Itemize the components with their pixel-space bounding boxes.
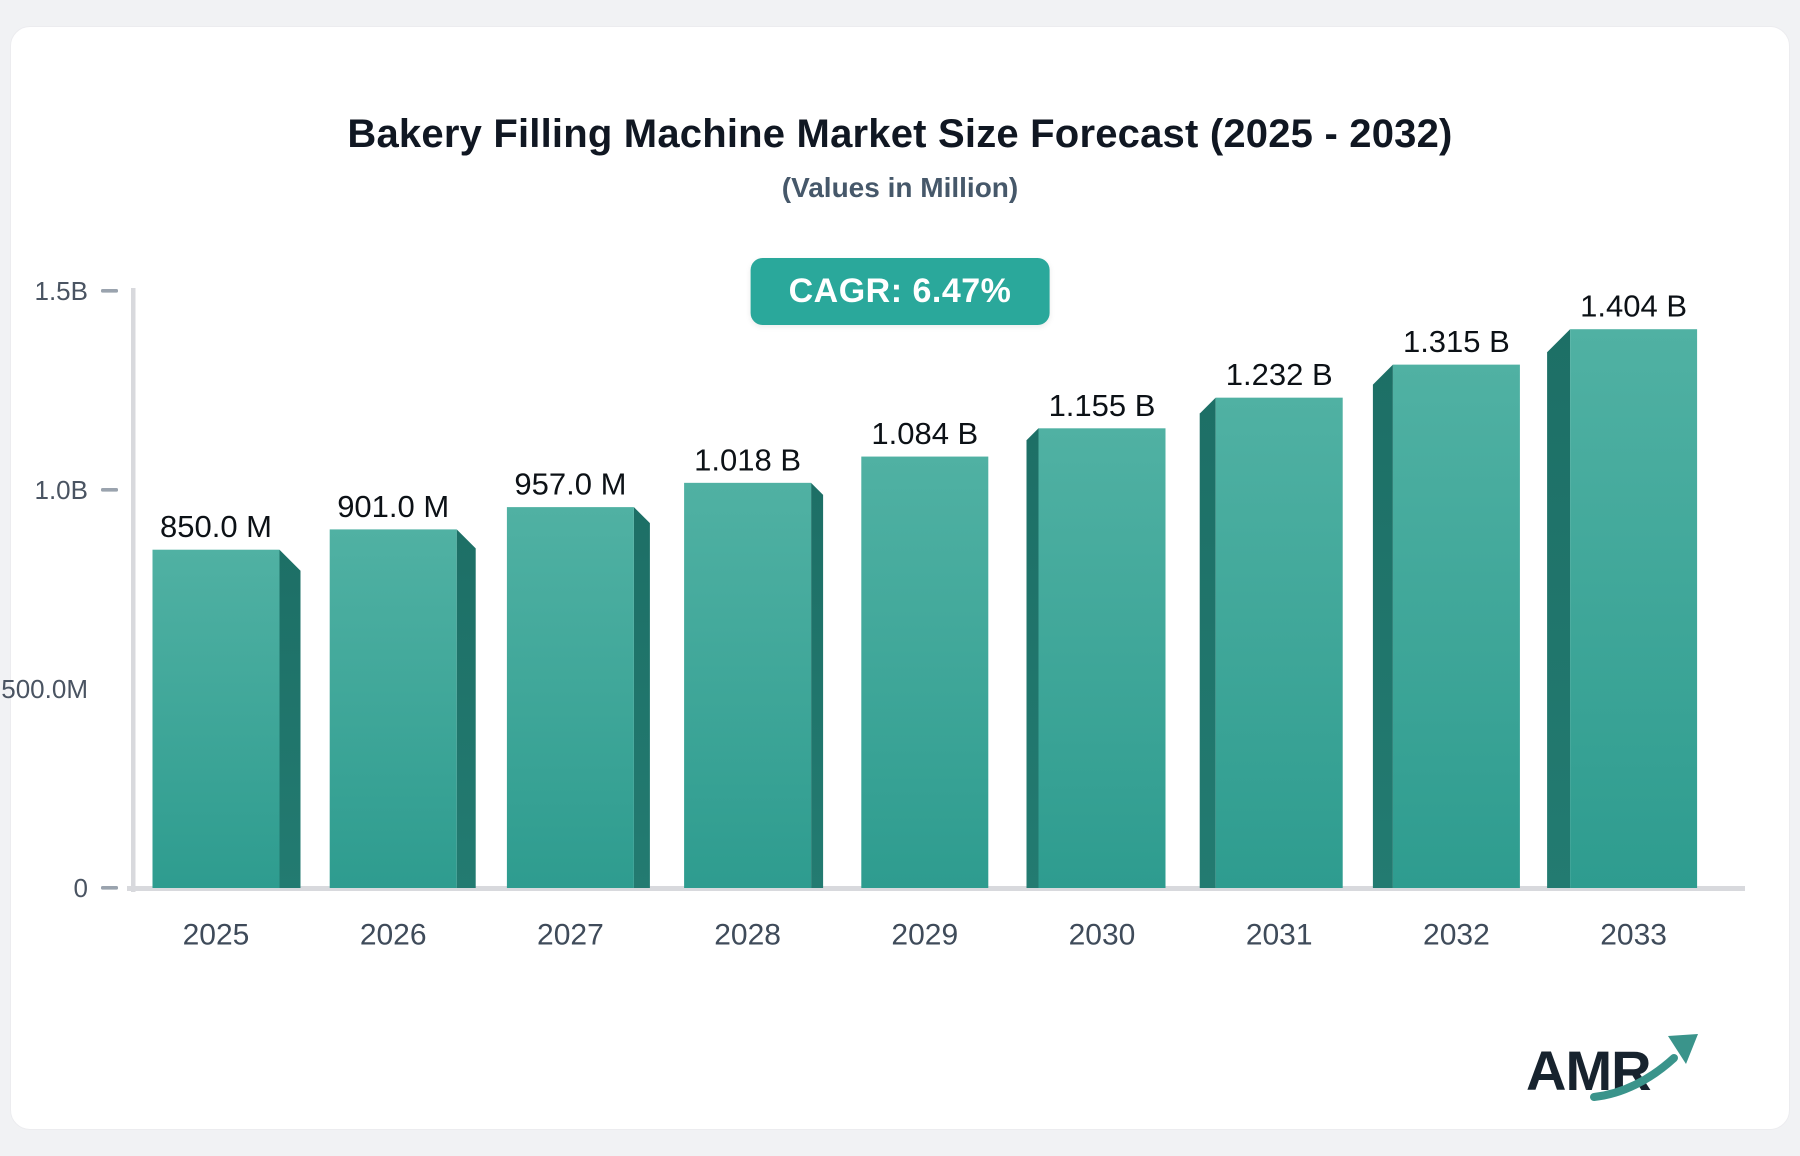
bar-side-3d — [633, 507, 650, 888]
bar-side-3d — [811, 482, 824, 888]
amr-logo-text: AMR — [1526, 1039, 1651, 1102]
bar-side-3d — [1372, 364, 1393, 888]
bar-2030 — [1038, 428, 1166, 888]
amr-logo-arrowhead — [1668, 1034, 1698, 1064]
bar-side-3d — [279, 549, 301, 888]
y-axis-tick-label: 500.0M — [1, 674, 88, 704]
y-axis-tick-dash — [101, 886, 118, 890]
bar-2026 — [329, 529, 457, 888]
x-axis-year-label: 2031 — [1246, 919, 1313, 952]
y-axis-tick-label: 1.0B — [35, 475, 89, 505]
chart-subtitle: (Values in Million) — [781, 172, 1019, 203]
bar-value-label: 901.0 M — [337, 489, 449, 524]
bar-2033 — [1570, 329, 1698, 888]
y-axis-tick-label: 0 — [74, 873, 88, 903]
bar-2031 — [1215, 397, 1343, 888]
x-axis-line — [127, 886, 1745, 891]
bar-value-label: 1.232 B — [1226, 357, 1333, 392]
x-axis-year-label: 2028 — [714, 919, 781, 952]
y-axis-tick-label: 1.5B — [35, 276, 89, 306]
y-axis-line — [131, 288, 136, 892]
bar-2032 — [1392, 364, 1520, 888]
bar-value-label: 850.0 M — [160, 509, 272, 544]
x-axis-year-label: 2029 — [891, 919, 958, 952]
bar-value-label: 1.018 B — [694, 442, 801, 477]
bar-2029 — [861, 456, 989, 888]
y-axis-tick-dash — [101, 289, 118, 293]
x-axis-year-label: 2026 — [360, 919, 427, 952]
bar-2028 — [684, 482, 812, 888]
x-axis-year-label: 2030 — [1069, 919, 1136, 952]
bar-side-3d — [1026, 428, 1039, 888]
cagr-badge: CAGR: 6.47% — [750, 258, 1050, 325]
x-axis-year-label: 2025 — [183, 919, 250, 952]
x-axis-year-label: 2027 — [537, 919, 604, 952]
x-axis-year-label: 2033 — [1600, 919, 1667, 952]
bar-value-label: 1.084 B — [871, 416, 978, 451]
amr-logo-arrow-swoosh — [1590, 1054, 1678, 1101]
amr-logo: AMR — [1526, 1034, 1698, 1102]
bar-side-3d — [1547, 329, 1571, 888]
bar-value-label: 1.404 B — [1580, 289, 1687, 324]
bar-value-label: 957.0 M — [514, 467, 626, 502]
y-axis-tick-dash — [101, 488, 118, 492]
bar-2025 — [152, 549, 280, 888]
x-axis-year-label: 2032 — [1423, 919, 1490, 952]
bar-value-label: 1.315 B — [1403, 324, 1510, 359]
bar-value-label: 1.155 B — [1049, 388, 1156, 423]
bar-side-3d — [456, 529, 476, 888]
bar-2027 — [506, 507, 634, 888]
bar-side-3d — [1199, 397, 1216, 888]
chart-title: Bakery Filling Machine Market Size Forec… — [347, 112, 1453, 156]
